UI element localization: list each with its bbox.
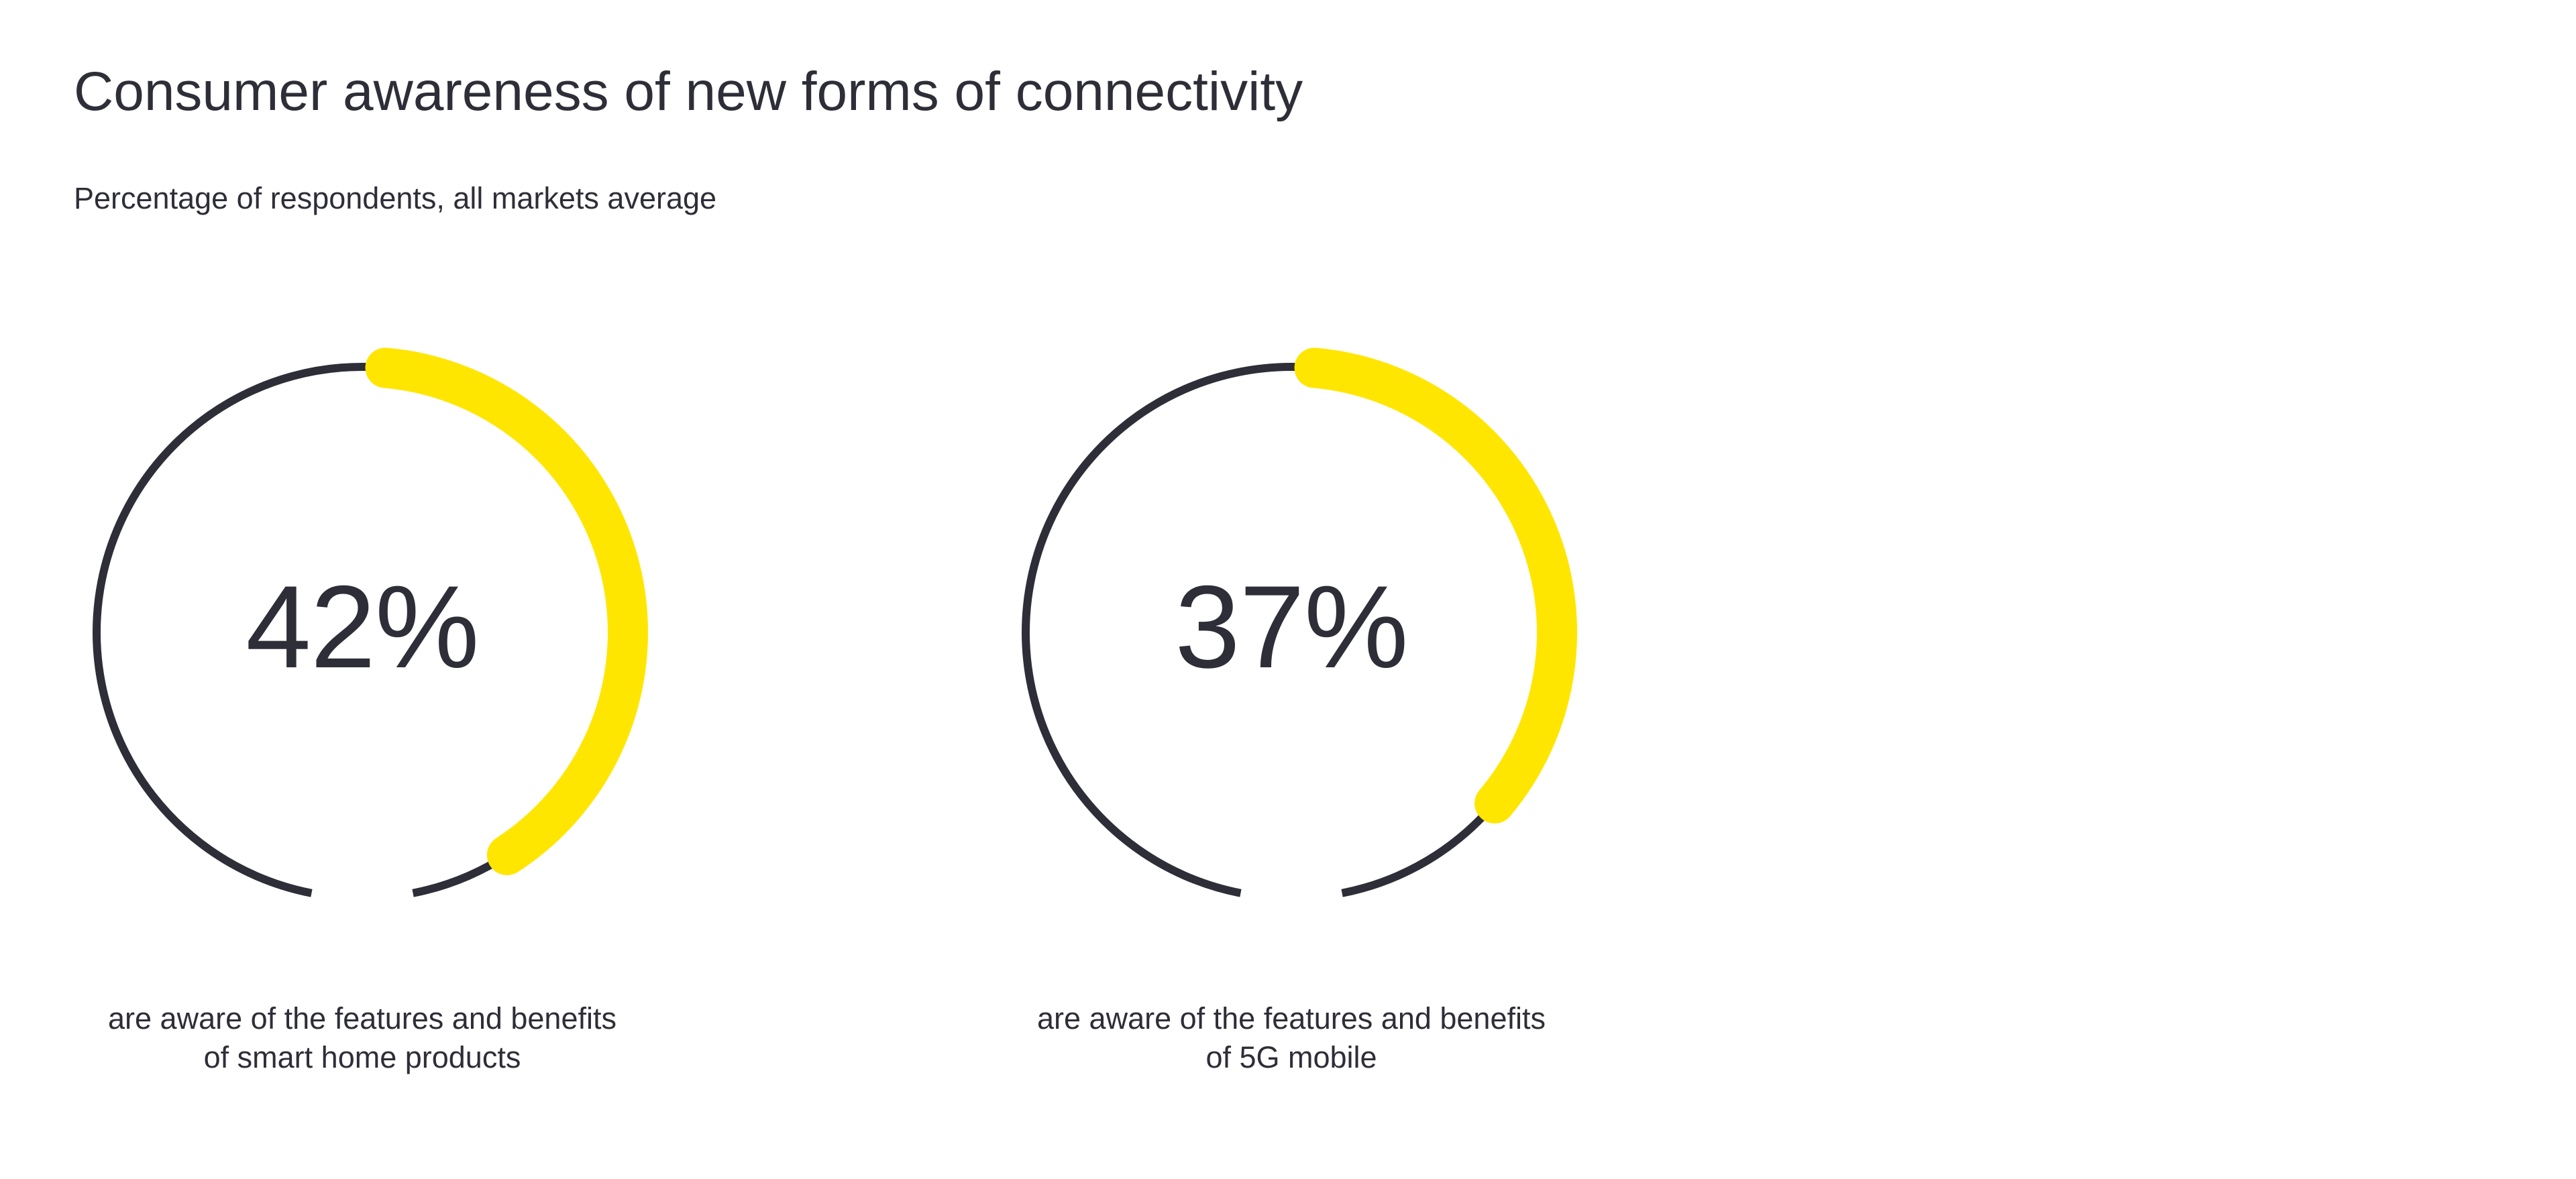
caption-line: are aware of the features and benefits: [0, 999, 731, 1038]
chart-title: Consumer awareness of new forms of conne…: [74, 60, 1303, 123]
donut-5g-mobile-caption: are aware of the features and benefits o…: [922, 999, 1660, 1077]
donut-smart-home-caption: are aware of the features and benefits o…: [0, 999, 731, 1077]
caption-line: are aware of the features and benefits: [922, 999, 1660, 1038]
chart-container: Consumer awareness of new forms of conne…: [0, 0, 2576, 1179]
chart-subtitle: Percentage of respondents, all markets a…: [74, 181, 716, 216]
donut-5g-mobile-value: 37%: [1090, 560, 1493, 695]
caption-line: of 5G mobile: [922, 1038, 1660, 1077]
donut-smart-home-value: 42%: [161, 560, 564, 695]
caption-line: of smart home products: [0, 1038, 731, 1077]
